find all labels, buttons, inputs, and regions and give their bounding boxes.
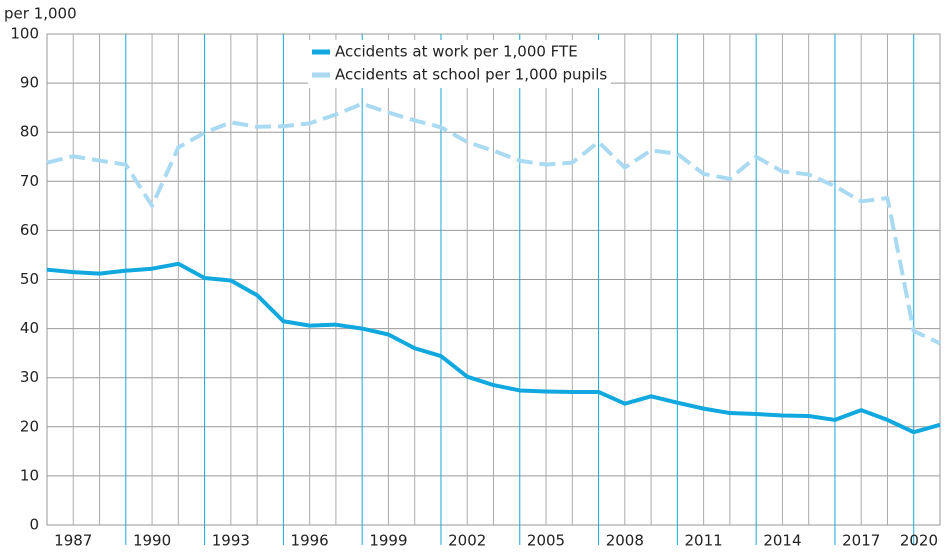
y-tick-label: 80 <box>20 123 39 141</box>
y-axis-label: per 1,000 <box>4 5 77 23</box>
x-tick-label: 2005 <box>527 532 565 550</box>
y-tick-label: 30 <box>20 368 39 386</box>
x-tick-label: 2002 <box>448 532 486 550</box>
y-tick-label: 0 <box>29 516 39 534</box>
legend-label: Accidents at school per 1,000 pupils <box>335 66 607 84</box>
x-tick-label: 1993 <box>212 532 250 550</box>
y-tick-label: 40 <box>20 319 39 337</box>
series-line <box>46 261 941 435</box>
y-tick-label: 10 <box>20 466 39 484</box>
y-tick-label: 90 <box>20 74 39 92</box>
series-line <box>46 101 941 346</box>
x-tick-label: 1996 <box>291 532 329 550</box>
x-tick-label: 2020 <box>900 532 938 550</box>
y-tick-label: 70 <box>20 172 39 190</box>
x-tick-label: 2014 <box>763 532 801 550</box>
x-tick-label: 2008 <box>606 532 644 550</box>
x-tick-label: 2017 <box>842 532 880 550</box>
y-tick-label: 50 <box>20 270 39 288</box>
legend-label: Accidents at work per 1,000 FTE <box>335 43 578 61</box>
x-tick-label: 1990 <box>133 532 171 550</box>
x-tick-label: 1999 <box>369 532 407 550</box>
y-tick-label: 60 <box>20 221 39 239</box>
x-tick-label: 2011 <box>685 532 723 550</box>
legend-box <box>308 40 611 88</box>
x-tick-label: 1987 <box>54 532 92 550</box>
y-tick-label: 100 <box>10 25 39 43</box>
y-tick-label: 20 <box>20 417 39 435</box>
